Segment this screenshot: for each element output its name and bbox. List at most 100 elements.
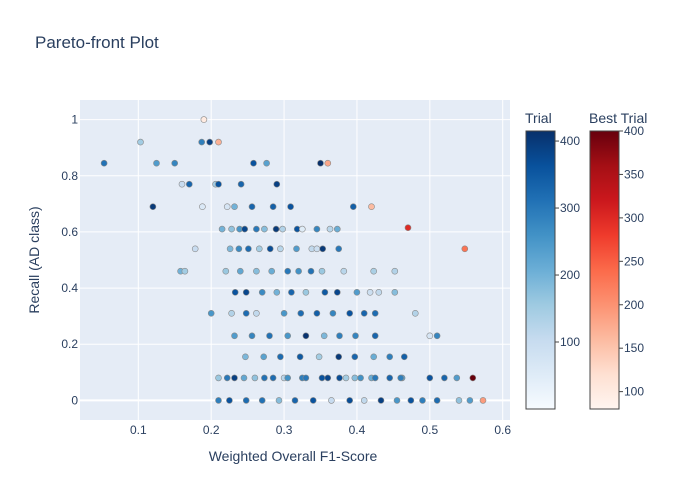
best-trial-point (324, 159, 332, 167)
trial-point (353, 288, 361, 296)
trial-point (370, 267, 378, 275)
trial-point (137, 138, 144, 146)
trial-point (375, 288, 383, 296)
best-trial-point (479, 397, 487, 404)
trial-point (302, 288, 310, 296)
trial-point (223, 203, 231, 210)
trial-point (313, 309, 321, 317)
trial-point (400, 353, 408, 361)
trial-point (433, 397, 441, 404)
trial-point (284, 332, 292, 340)
plot-area (80, 100, 510, 420)
trial-point (318, 267, 326, 275)
trial-point (273, 288, 281, 296)
trial-point (100, 159, 108, 167)
trial-point (242, 309, 250, 317)
trial-point (228, 225, 235, 233)
trial-point (228, 309, 235, 317)
trial-point (360, 397, 368, 404)
best-trial-point (469, 374, 477, 382)
trial-point (258, 397, 266, 404)
trial-point (340, 267, 348, 275)
colorbar-trial-ticks: 100 200 300 400 (555, 134, 580, 349)
best-trial-point (200, 116, 208, 123)
trial-point (320, 332, 328, 340)
trial-point (261, 225, 268, 233)
trial-point (336, 332, 343, 340)
x-tick-label: 0.3 (276, 423, 293, 437)
trial-point (261, 374, 268, 382)
trial-point (198, 138, 205, 146)
trial-point (241, 225, 248, 233)
colorbar-tick-label: 400 (560, 134, 580, 148)
colorbar-tick-label: 400 (624, 124, 644, 138)
trial-point (226, 245, 234, 253)
trial-point (277, 353, 284, 361)
trial-point (149, 203, 157, 210)
trial-point (333, 288, 341, 296)
colorbar-tick-label: 200 (560, 268, 580, 282)
trial-point (377, 397, 385, 404)
trial-point (346, 309, 354, 317)
trial-point (302, 332, 310, 340)
best-trial-point (404, 224, 412, 231)
y-tick-label: 0.2 (61, 337, 78, 351)
trial-point (370, 353, 378, 361)
trial-point (297, 309, 305, 317)
colorbar-best-trial (589, 130, 620, 410)
trial-point (411, 309, 419, 317)
trial-point (269, 374, 277, 382)
trial-point (317, 159, 324, 167)
trial-point (386, 353, 394, 361)
trial-point (302, 374, 310, 382)
trial-point (277, 245, 284, 253)
trial-point (284, 374, 292, 382)
trial-point (335, 245, 343, 253)
trial-point (266, 332, 273, 340)
x-axis-label: Weighted Overall F1-Score (209, 448, 378, 464)
trial-points (100, 116, 487, 404)
colorbar-tick-label: 100 (560, 335, 580, 349)
trial-point (315, 353, 323, 361)
trial-point (466, 397, 474, 404)
trial-point (260, 353, 268, 361)
colorbar-best-trial-title: Best Trial (589, 110, 647, 126)
trial-point (371, 309, 379, 317)
y-axis-label: Recall (AD class) (26, 206, 42, 313)
trial-point (237, 180, 245, 188)
trial-point (231, 332, 238, 340)
trial-point (251, 374, 259, 382)
y-tick-label: 0.4 (61, 281, 78, 295)
trial-point (215, 180, 222, 188)
trial-point (313, 245, 321, 253)
colorbar-trial-title: Trial (525, 110, 552, 126)
trial-point (455, 397, 463, 404)
trial-point (407, 397, 415, 404)
trial-point (181, 267, 189, 275)
trial-point (231, 203, 238, 210)
trial-point (248, 203, 256, 210)
trial-point (349, 203, 357, 210)
colorbar-tick-label: 200 (624, 298, 644, 312)
trial-point (240, 374, 248, 382)
trial-point (397, 374, 405, 382)
best-trial-point (368, 203, 375, 210)
trial-point (248, 332, 256, 340)
trial-point (287, 203, 294, 210)
trial-point (296, 353, 304, 361)
trial-point (328, 397, 335, 404)
colorbar-tick-label: 350 (624, 167, 644, 181)
trial-point (226, 397, 233, 404)
trial-point (371, 332, 379, 340)
trial-point (318, 374, 326, 382)
trial-point (231, 288, 239, 296)
trial-point (279, 225, 286, 233)
trial-point (371, 374, 379, 382)
trial-point (218, 225, 226, 233)
colorbar-tick-label: 250 (624, 254, 644, 268)
colorbar-tick-label: 100 (624, 385, 644, 399)
trial-point (321, 288, 329, 296)
trial-point (253, 267, 260, 275)
trial-point (293, 245, 300, 253)
